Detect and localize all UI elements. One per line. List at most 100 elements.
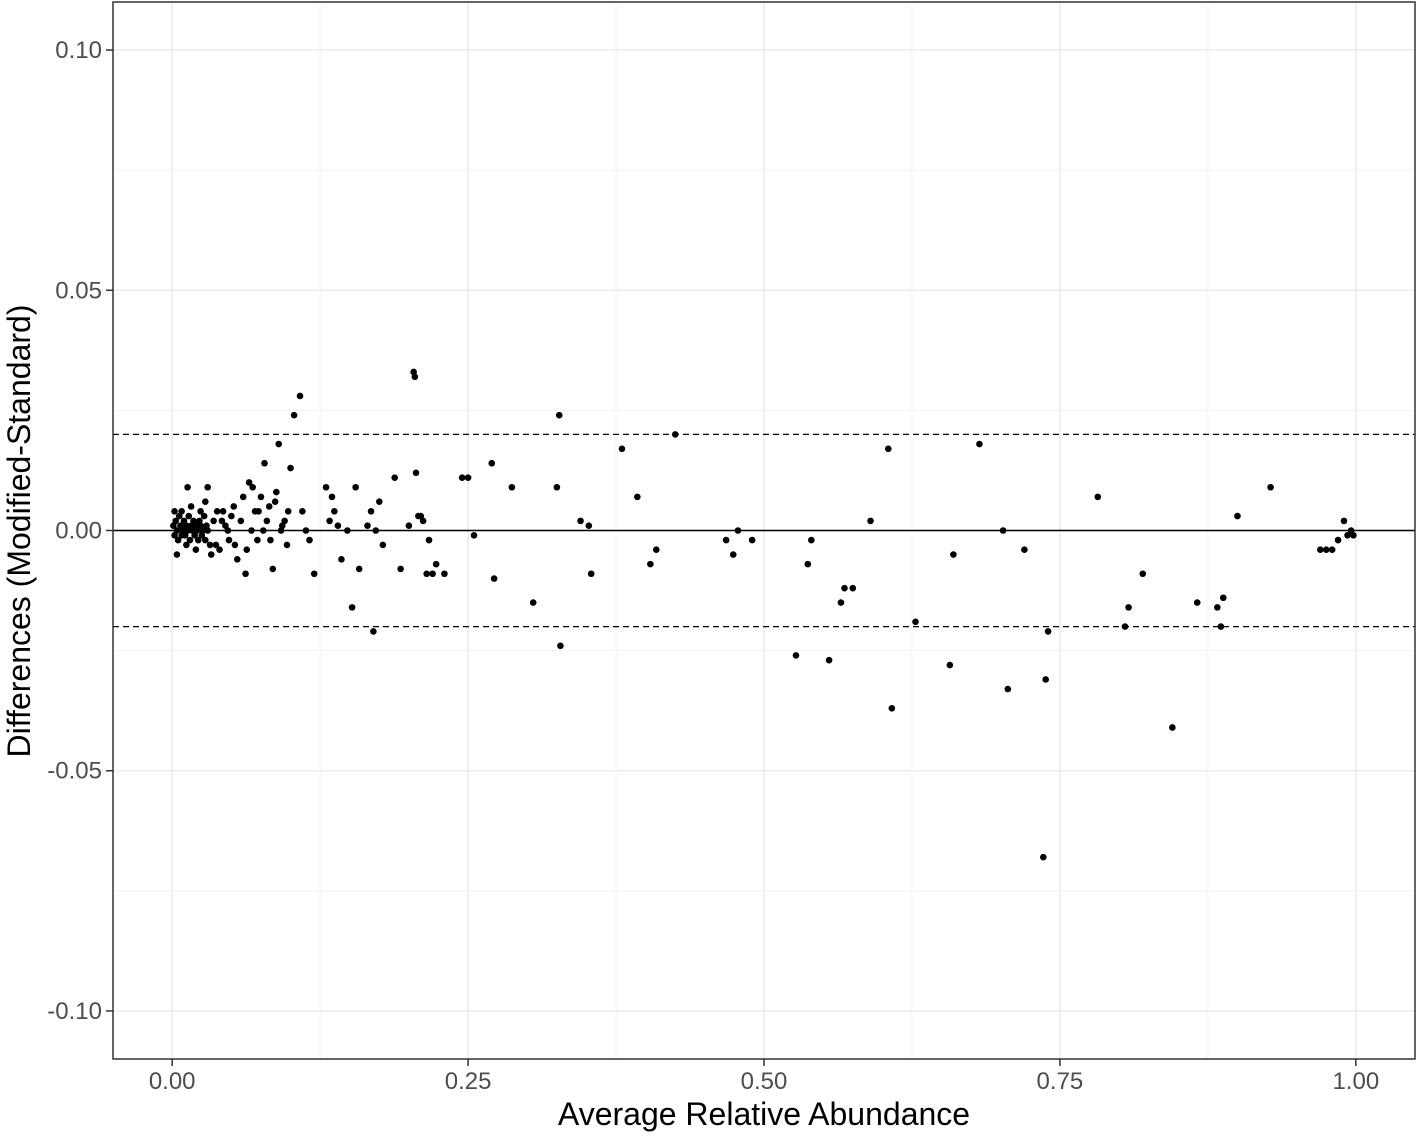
data-point xyxy=(577,517,584,525)
data-point xyxy=(1139,570,1147,578)
data-point xyxy=(202,536,209,544)
data-point xyxy=(1334,536,1342,544)
data-point xyxy=(912,618,919,626)
data-point xyxy=(344,527,351,534)
data-point xyxy=(888,704,896,712)
data-point xyxy=(734,527,742,534)
data-point xyxy=(212,541,220,549)
data-point xyxy=(555,411,563,419)
data-point xyxy=(1234,512,1241,520)
data-point xyxy=(1169,724,1176,731)
data-point xyxy=(488,459,496,467)
data-point xyxy=(1322,546,1330,554)
data-point xyxy=(412,469,420,477)
data-point xyxy=(271,498,279,505)
data-point xyxy=(187,503,195,510)
data-point xyxy=(326,517,333,525)
data-point xyxy=(804,560,812,568)
data-point xyxy=(1042,676,1050,683)
data-point xyxy=(1021,546,1028,554)
data-point xyxy=(423,570,430,578)
data-point xyxy=(1004,685,1012,693)
data-point xyxy=(310,570,318,578)
data-point xyxy=(1219,594,1227,602)
data-point xyxy=(508,483,516,491)
data-point xyxy=(1328,546,1336,554)
data-point xyxy=(204,483,211,491)
data-point xyxy=(185,512,193,520)
data-point xyxy=(432,560,440,568)
data-point xyxy=(233,556,241,563)
data-point xyxy=(290,411,298,419)
data-point xyxy=(200,512,208,520)
data-point xyxy=(792,652,800,659)
data-point xyxy=(529,599,537,606)
data-point xyxy=(1217,623,1225,630)
data-point xyxy=(334,522,342,529)
data-point xyxy=(429,570,436,578)
data-point xyxy=(849,584,857,592)
data-point xyxy=(618,445,626,453)
data-point xyxy=(355,565,363,573)
data-point xyxy=(1094,493,1102,501)
data-point xyxy=(219,507,227,515)
data-point xyxy=(263,517,271,525)
reference-lines xyxy=(113,433,1415,628)
data-point xyxy=(199,527,207,534)
data-point xyxy=(825,656,833,664)
data-point xyxy=(425,536,433,544)
y-tick-label: 0.00 xyxy=(55,518,102,545)
data-point xyxy=(193,527,201,534)
data-point xyxy=(379,541,387,549)
data-point xyxy=(213,507,221,515)
data-point xyxy=(1044,628,1052,635)
data-point xyxy=(587,570,595,578)
data-point xyxy=(184,483,191,491)
data-point xyxy=(748,536,756,544)
data-point xyxy=(1267,483,1274,491)
data-point xyxy=(287,464,294,472)
data-point xyxy=(999,527,1007,534)
data-point xyxy=(192,546,200,554)
data-point xyxy=(490,575,498,582)
data-point xyxy=(278,522,286,529)
y-tick-label: -0.10 xyxy=(47,998,102,1025)
data-point xyxy=(352,483,359,491)
data-point xyxy=(841,584,848,592)
data-point xyxy=(458,474,466,481)
data-point xyxy=(273,488,280,496)
data-point xyxy=(261,459,268,467)
data-point xyxy=(553,483,561,491)
data-point xyxy=(464,474,472,481)
data-point xyxy=(302,527,310,534)
data-point xyxy=(194,536,202,544)
data-point xyxy=(284,507,292,515)
data-point xyxy=(411,373,419,381)
data-point xyxy=(243,546,251,554)
data-point xyxy=(184,527,191,534)
data-point xyxy=(391,474,399,481)
data-point xyxy=(671,431,679,438)
data-point xyxy=(202,498,209,505)
data-point xyxy=(173,527,181,534)
data-point xyxy=(228,512,235,520)
data-point xyxy=(946,661,954,669)
y-tick-label: 0.05 xyxy=(55,277,102,304)
data-point xyxy=(331,507,338,515)
y-tick-label: 0.10 xyxy=(55,37,102,64)
data-point xyxy=(269,565,277,573)
data-point xyxy=(348,604,356,611)
data-point xyxy=(1121,623,1129,630)
data-point xyxy=(1214,604,1221,611)
data-point xyxy=(186,536,194,544)
data-point xyxy=(231,541,239,549)
data-point xyxy=(255,507,262,515)
data-point xyxy=(172,517,180,525)
data-point xyxy=(173,551,181,558)
data-point xyxy=(257,493,265,501)
data-point xyxy=(1125,604,1132,611)
data-point xyxy=(237,517,245,525)
data-point xyxy=(585,522,593,529)
data-point xyxy=(267,536,274,544)
data-point xyxy=(254,536,261,544)
